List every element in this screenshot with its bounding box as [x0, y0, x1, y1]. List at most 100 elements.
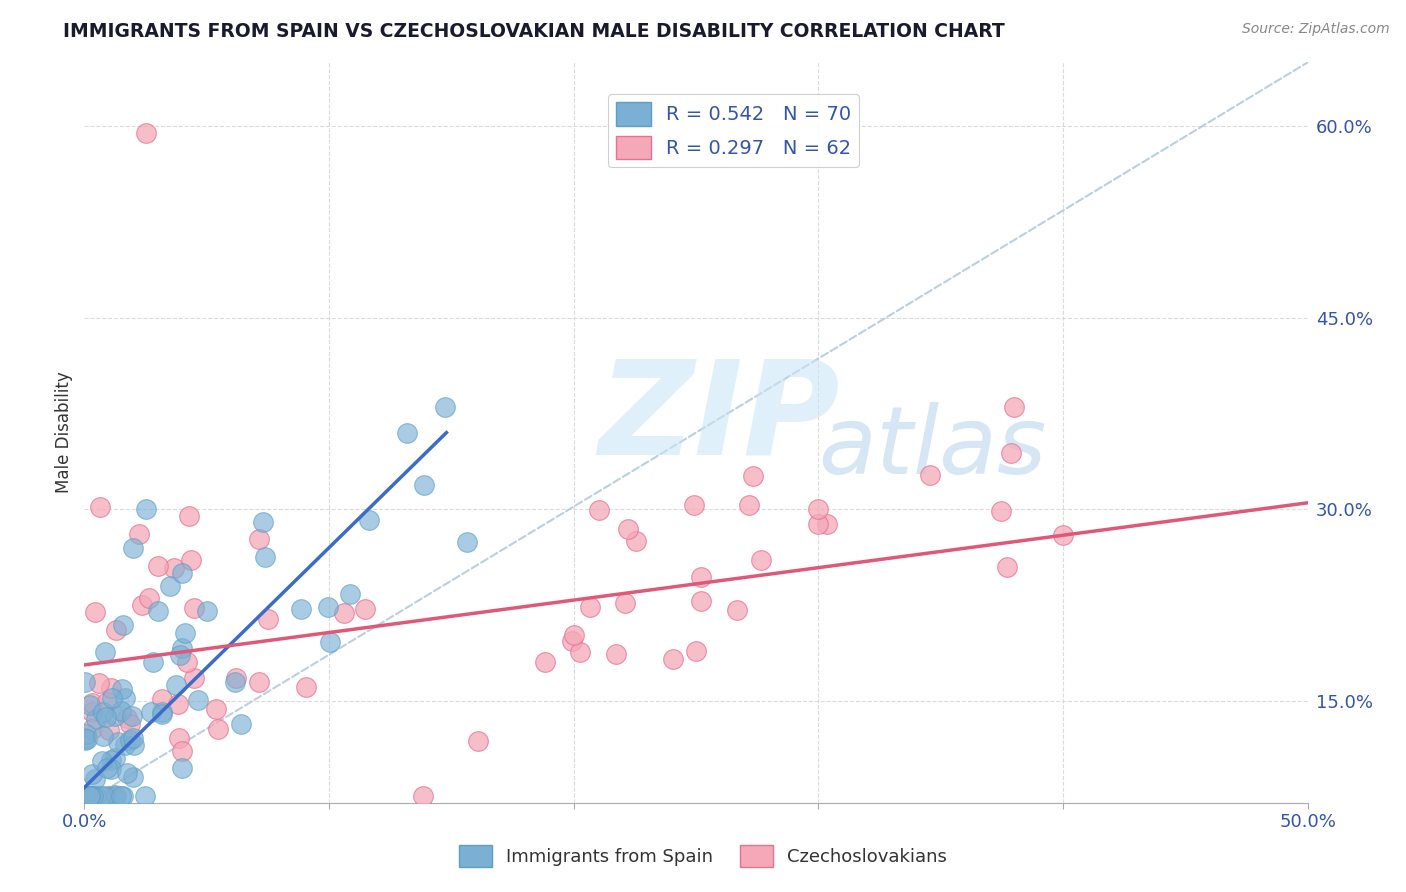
Point: [138, 591, 160, 605]
Point: [624, 534, 647, 549]
Point: [163, 561, 186, 575]
Point: [104, 750, 127, 764]
Point: [225, 671, 247, 685]
Point: [91, 754, 114, 768]
Point: [80, 696, 103, 710]
Point: [76, 789, 98, 804]
Point: [84, 789, 107, 804]
Point: [91, 729, 114, 743]
Point: [98, 723, 121, 737]
Point: [204, 701, 226, 715]
Point: [118, 717, 141, 731]
Point: [75, 732, 97, 747]
Point: [807, 502, 830, 516]
Point: [207, 723, 229, 737]
Point: [605, 647, 627, 661]
Point: [613, 596, 636, 610]
Point: [247, 533, 270, 547]
Point: [135, 502, 157, 516]
Point: [319, 634, 342, 648]
Point: [173, 625, 195, 640]
Point: [434, 401, 457, 415]
Point: [100, 762, 122, 776]
Point: [231, 716, 253, 731]
Point: [91, 705, 114, 719]
Point: [738, 498, 761, 512]
Point: [80, 705, 103, 719]
Point: [82, 789, 104, 804]
Point: [89, 500, 111, 514]
Point: [183, 671, 205, 685]
Point: [146, 604, 169, 618]
Legend: Immigrants from Spain, Czechoslovakians: Immigrants from Spain, Czechoslovakians: [451, 838, 955, 874]
Point: [396, 425, 419, 440]
Point: [79, 789, 101, 804]
Point: [124, 738, 146, 752]
Point: [79, 698, 101, 713]
Point: [412, 789, 434, 804]
Point: [128, 527, 150, 541]
Point: [134, 789, 156, 804]
Point: [179, 509, 201, 524]
Point: [90, 789, 112, 804]
Point: [533, 655, 555, 669]
Point: [111, 618, 134, 632]
Point: [180, 553, 202, 567]
Point: [84, 712, 107, 726]
Point: [111, 681, 134, 696]
Point: [562, 628, 585, 642]
Point: [1000, 446, 1022, 460]
Point: [995, 560, 1018, 574]
Point: [990, 503, 1012, 517]
Point: [172, 566, 194, 580]
Point: [169, 648, 191, 663]
Point: [76, 731, 98, 746]
Point: [150, 705, 173, 719]
Point: [101, 690, 124, 705]
Point: [89, 676, 111, 690]
Point: [662, 651, 685, 665]
Legend: R = 0.542   N = 70, R = 0.297   N = 62: R = 0.542 N = 70, R = 0.297 N = 62: [607, 95, 859, 167]
Point: [413, 478, 436, 492]
Point: [107, 735, 129, 749]
Point: [257, 612, 280, 626]
Point: [172, 640, 194, 655]
Point: [93, 645, 115, 659]
Point: [84, 606, 107, 620]
Point: [224, 674, 246, 689]
Point: [117, 766, 139, 780]
Point: [96, 760, 118, 774]
Point: [75, 726, 97, 740]
Point: [742, 469, 765, 483]
Point: [93, 789, 115, 804]
Point: [100, 753, 122, 767]
Point: [150, 692, 173, 706]
Point: [339, 587, 361, 601]
Text: Source: ZipAtlas.com: Source: ZipAtlas.com: [1241, 22, 1389, 37]
Point: [100, 681, 122, 695]
Point: [79, 789, 101, 804]
Point: [104, 789, 127, 804]
Point: [80, 766, 103, 780]
Text: ZIP: ZIP: [598, 354, 839, 482]
Point: [110, 789, 132, 804]
Point: [690, 570, 713, 584]
Point: [253, 550, 276, 565]
Point: [187, 692, 209, 706]
Point: [690, 594, 713, 608]
Point: [172, 761, 194, 775]
Point: [183, 600, 205, 615]
Point: [815, 517, 838, 532]
Point: [80, 722, 103, 736]
Point: [290, 602, 312, 616]
Point: [685, 644, 707, 658]
Point: [115, 711, 138, 725]
Point: [725, 603, 748, 617]
Point: [103, 709, 125, 723]
Point: [247, 674, 270, 689]
Point: [749, 553, 772, 567]
Point: [122, 731, 145, 745]
Point: [96, 710, 118, 724]
Point: [96, 695, 118, 709]
Point: [357, 513, 380, 527]
